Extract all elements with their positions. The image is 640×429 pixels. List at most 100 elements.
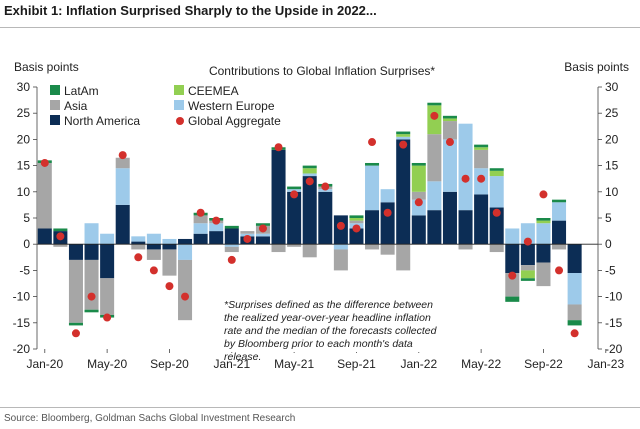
footnote-line: the realized year-over-year headline inf…: [224, 312, 431, 324]
x-tick-label: Sep-20: [150, 357, 189, 371]
global-aggregate-point-jul-22: [508, 271, 517, 280]
global-aggregate-point-sep-20: [165, 282, 174, 291]
x-tick-label: May-22: [461, 357, 501, 371]
bar-north-america-may-22: [474, 194, 489, 245]
bar-latam-feb-20: [53, 228, 68, 232]
bar-western-europe-aug-20: [146, 233, 161, 245]
bar-north-america-mar-21: [255, 236, 270, 245]
global-aggregate-point-jan-21: [227, 255, 236, 264]
global-aggregate-point-sep-21: [352, 224, 361, 233]
bar-western-europe-sep-20: [162, 238, 177, 245]
bar-latam-mar-22: [442, 115, 457, 119]
bar-ceemea-jan-22: [411, 165, 426, 192]
bar-north-america-oct-21: [365, 210, 380, 245]
global-aggregate-point-mar-20: [71, 329, 80, 338]
global-aggregate-point-jan-20: [40, 158, 49, 167]
bar-asia-may-20: [100, 278, 115, 315]
x-tick-label: May-21: [274, 357, 314, 371]
bar-north-america-jun-21: [302, 176, 317, 245]
inflation-surprise-chart: Contributions to Global Inflation Surpri…: [13, 60, 629, 371]
bar-north-america-feb-22: [427, 210, 442, 245]
footnote-line: *Surprises defined as the difference bet…: [224, 299, 433, 311]
global-aggregate-point-aug-20: [149, 266, 158, 275]
bar-asia-aug-20: [146, 249, 161, 260]
bar-western-europe-sep-22: [536, 223, 551, 245]
bar-asia-jan-22: [411, 191, 426, 200]
bar-asia-dec-21: [396, 244, 411, 271]
bar-ceemea-sep-21: [349, 218, 364, 221]
bar-western-europe-jun-21: [302, 173, 317, 177]
bar-north-america-aug-20: [146, 244, 161, 250]
footnote-line: release.: [224, 351, 261, 363]
bar-western-europe-oct-20: [178, 244, 193, 260]
bar-asia-apr-21: [271, 244, 286, 253]
y-tick-label-right: 10: [605, 185, 619, 199]
bar-north-america-dec-20: [209, 231, 224, 245]
footnote-background: [216, 296, 478, 352]
bar-asia-oct-21: [365, 244, 380, 250]
bar-western-europe-jul-20: [131, 236, 146, 242]
bar-western-europe-aug-22: [520, 223, 535, 245]
bar-latam-jul-22: [505, 296, 520, 302]
y-axis-label-right: Basis points: [564, 60, 629, 74]
bar-north-america-jan-20: [37, 228, 52, 245]
y-tick-label-left: -10: [13, 290, 31, 304]
y-tick-label-right: 15: [605, 159, 619, 173]
x-tick-label: May-20: [87, 357, 127, 371]
y-tick-label-left: 0: [23, 237, 30, 251]
x-tick-label: Sep-22: [524, 357, 563, 371]
bar-asia-jan-20: [37, 162, 52, 229]
bar-western-europe-jan-21: [224, 244, 239, 247]
y-tick-label-right: 0: [605, 237, 612, 251]
top-divider: [0, 27, 640, 28]
bar-north-america-nov-20: [193, 233, 208, 245]
bar-latam-feb-22: [427, 102, 442, 106]
legend-label-western-europe: Western Europe: [188, 99, 275, 113]
legend-label-ceemea: CEEMEA: [188, 84, 239, 98]
bar-asia-mar-22: [442, 121, 457, 140]
legend-swatch-north-america: [50, 115, 60, 125]
global-aggregate-point-oct-21: [368, 138, 377, 147]
global-aggregate-point-jul-20: [134, 253, 143, 262]
legend-swatch-western-europe: [174, 100, 184, 110]
bar-north-america-jul-20: [131, 241, 146, 245]
global-aggregate-point-may-20: [103, 313, 112, 322]
bar-asia-oct-22: [552, 244, 567, 250]
bar-north-america-mar-20: [68, 244, 83, 260]
legend-label-asia: Asia: [64, 99, 88, 113]
global-aggregate-point-feb-22: [430, 111, 439, 120]
bar-asia-jan-21: [224, 246, 239, 253]
bar-latam-sep-21: [349, 215, 364, 218]
global-aggregate-point-nov-20: [196, 208, 205, 217]
bar-north-america-jun-22: [489, 207, 504, 245]
x-tick-label: Jan-21: [213, 357, 250, 371]
global-aggregate-markers: [40, 111, 579, 338]
bar-western-europe-jul-22: [505, 228, 520, 245]
global-aggregate-point-dec-20: [212, 216, 221, 225]
bar-western-europe-jun-20: [115, 168, 130, 205]
bar-north-america-oct-20: [178, 238, 193, 245]
x-tick-label: Sep-21: [337, 357, 376, 371]
bar-north-america-apr-22: [458, 210, 473, 245]
bar-ceemea-jun-21: [302, 168, 317, 174]
bar-north-america-jan-22: [411, 215, 426, 245]
y-tick-label-right: 5: [605, 211, 612, 225]
bar-latam-nov-22: [567, 320, 582, 326]
y-tick-label-right: -20: [605, 342, 623, 356]
bar-north-america-may-21: [287, 191, 302, 245]
y-tick-label-right: 30: [605, 80, 619, 94]
bar-asia-jul-20: [131, 244, 146, 250]
bar-asia-feb-21: [240, 231, 255, 234]
bar-asia-feb-20: [53, 244, 68, 247]
bar-latam-oct-22: [552, 199, 567, 203]
bar-north-america-oct-22: [552, 220, 567, 245]
bar-western-europe-apr-20: [84, 223, 99, 245]
y-tick-label-left: 30: [17, 80, 31, 94]
bar-western-europe-dec-20: [209, 223, 224, 232]
legend-label-global-aggregate: Global Aggregate: [188, 114, 281, 128]
bar-ceemea-sep-22: [536, 220, 551, 224]
bar-asia-apr-20: [84, 259, 99, 310]
global-aggregate-point-nov-21: [383, 208, 392, 217]
y-tick-label-right: 20: [605, 132, 619, 146]
